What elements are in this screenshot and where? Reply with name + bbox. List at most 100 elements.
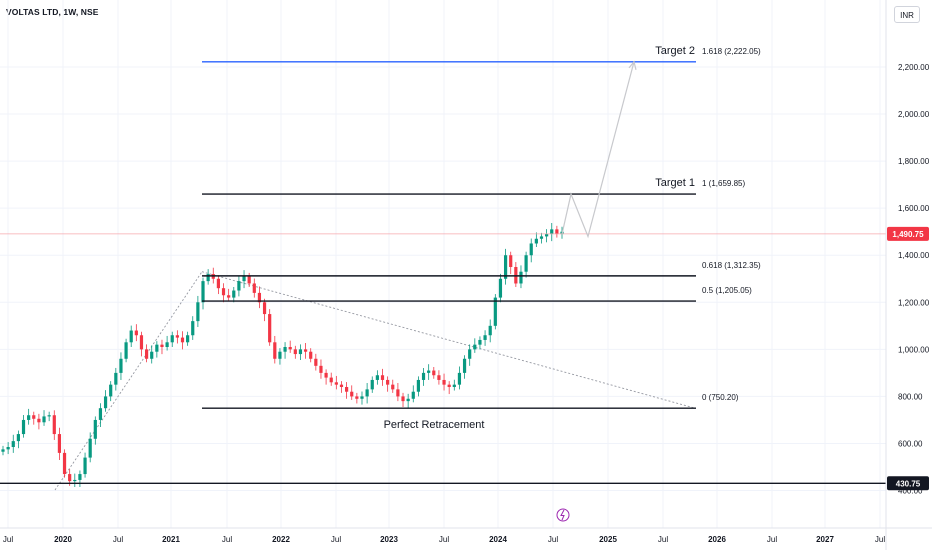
candle [160,339,164,355]
candle-body [473,344,477,350]
candle [401,392,405,408]
time-tick-label: 2022 [272,535,290,544]
candle-body [57,434,62,453]
candle-body [170,335,174,343]
candle [329,372,333,386]
candle [360,391,364,405]
perfect-retracement-label: Perfect Retracement [384,419,485,431]
candle [509,251,513,275]
candle-body [134,330,138,336]
candle [391,379,395,393]
candle [447,381,451,395]
candle [314,353,318,371]
candle-body [380,375,385,380]
currency-button[interactable]: INR [894,6,920,23]
candle-body [288,347,292,350]
candle [550,223,554,242]
candle [339,381,344,393]
time-tick-label: Jul [113,535,123,544]
target-1-title: Target 1 [655,177,695,189]
price-axis[interactable]: 400.00 600.00 800.00 1,000.00 1,200.00 1,400.… [885,0,930,550]
fibonacci-levels: Target 2 1.618 (2,222.05) Target 1 1 (1,659… [0,45,886,485]
candle-body [103,396,108,409]
candle [288,340,292,353]
candle [180,331,185,350]
candle-body [268,314,272,343]
candle-body [293,349,297,355]
candle-body [21,419,26,435]
candle-body [396,389,400,397]
candle [93,416,97,445]
candle-body [42,416,46,423]
candle [257,286,262,309]
candle [27,408,31,425]
candle [545,229,549,243]
candle-body [406,398,410,402]
candle [32,411,36,425]
candle [216,275,220,295]
candle-body [447,384,451,388]
time-tick-label: Jul [222,535,232,544]
projection-path [561,60,637,239]
candle-body [6,447,10,450]
candle [427,364,431,380]
time-tick-label: Jul [3,535,13,544]
candle-body [401,396,405,402]
price-tick-label: 1,000.00 [898,345,930,354]
candle [262,298,267,322]
candle [503,248,508,285]
candle-body [73,479,77,482]
candle-body [257,292,262,303]
candle [57,427,62,460]
fib-0-ratio-label: 0 (750.20) [702,393,739,402]
candle [98,403,103,428]
candle-body [416,379,421,392]
candle-body [98,408,103,420]
candle [396,383,400,402]
candle-body [78,474,82,480]
candle-body [186,335,190,343]
time-tick-label: 2027 [816,535,834,544]
candle-body [339,384,344,388]
candle-body [237,281,241,291]
candle-body [488,325,492,336]
candle-body [529,243,533,256]
candle-body [252,283,256,293]
candle-body [345,387,349,392]
candle-body [114,372,118,385]
candle [83,452,87,478]
candle [201,277,205,310]
candle [514,262,518,288]
candle [493,294,497,330]
candle [350,385,354,400]
time-tick-label: 2020 [54,535,72,544]
candle [124,338,128,363]
candle [298,344,303,360]
candle-body [350,391,354,397]
candle [519,265,523,289]
time-tick-label: Jul [875,535,885,544]
candle [73,473,77,488]
time-axis[interactable]: Jul 2020 Jul 2021 Jul 2022 Jul 2023 Jul 2024 Jul 20… [0,527,932,544]
candle [345,382,349,399]
candle [78,470,82,488]
candle-body [247,276,251,284]
candle-body [11,441,15,448]
candle [134,324,138,342]
time-tick-label: Jul [331,535,341,544]
candle-body [457,372,462,385]
time-tick-label: 2024 [489,535,507,544]
candle-body [493,297,497,326]
candle-body [478,339,482,345]
candle-body [144,349,149,359]
target-2-title: Target 2 [655,45,695,57]
candle [52,410,56,440]
low-price-tag-bg [887,476,929,491]
candle-body [262,302,267,315]
candle-body [124,342,128,359]
candle-body [62,452,67,475]
candle-body [206,274,210,282]
candle [221,283,226,303]
candle [114,367,118,391]
